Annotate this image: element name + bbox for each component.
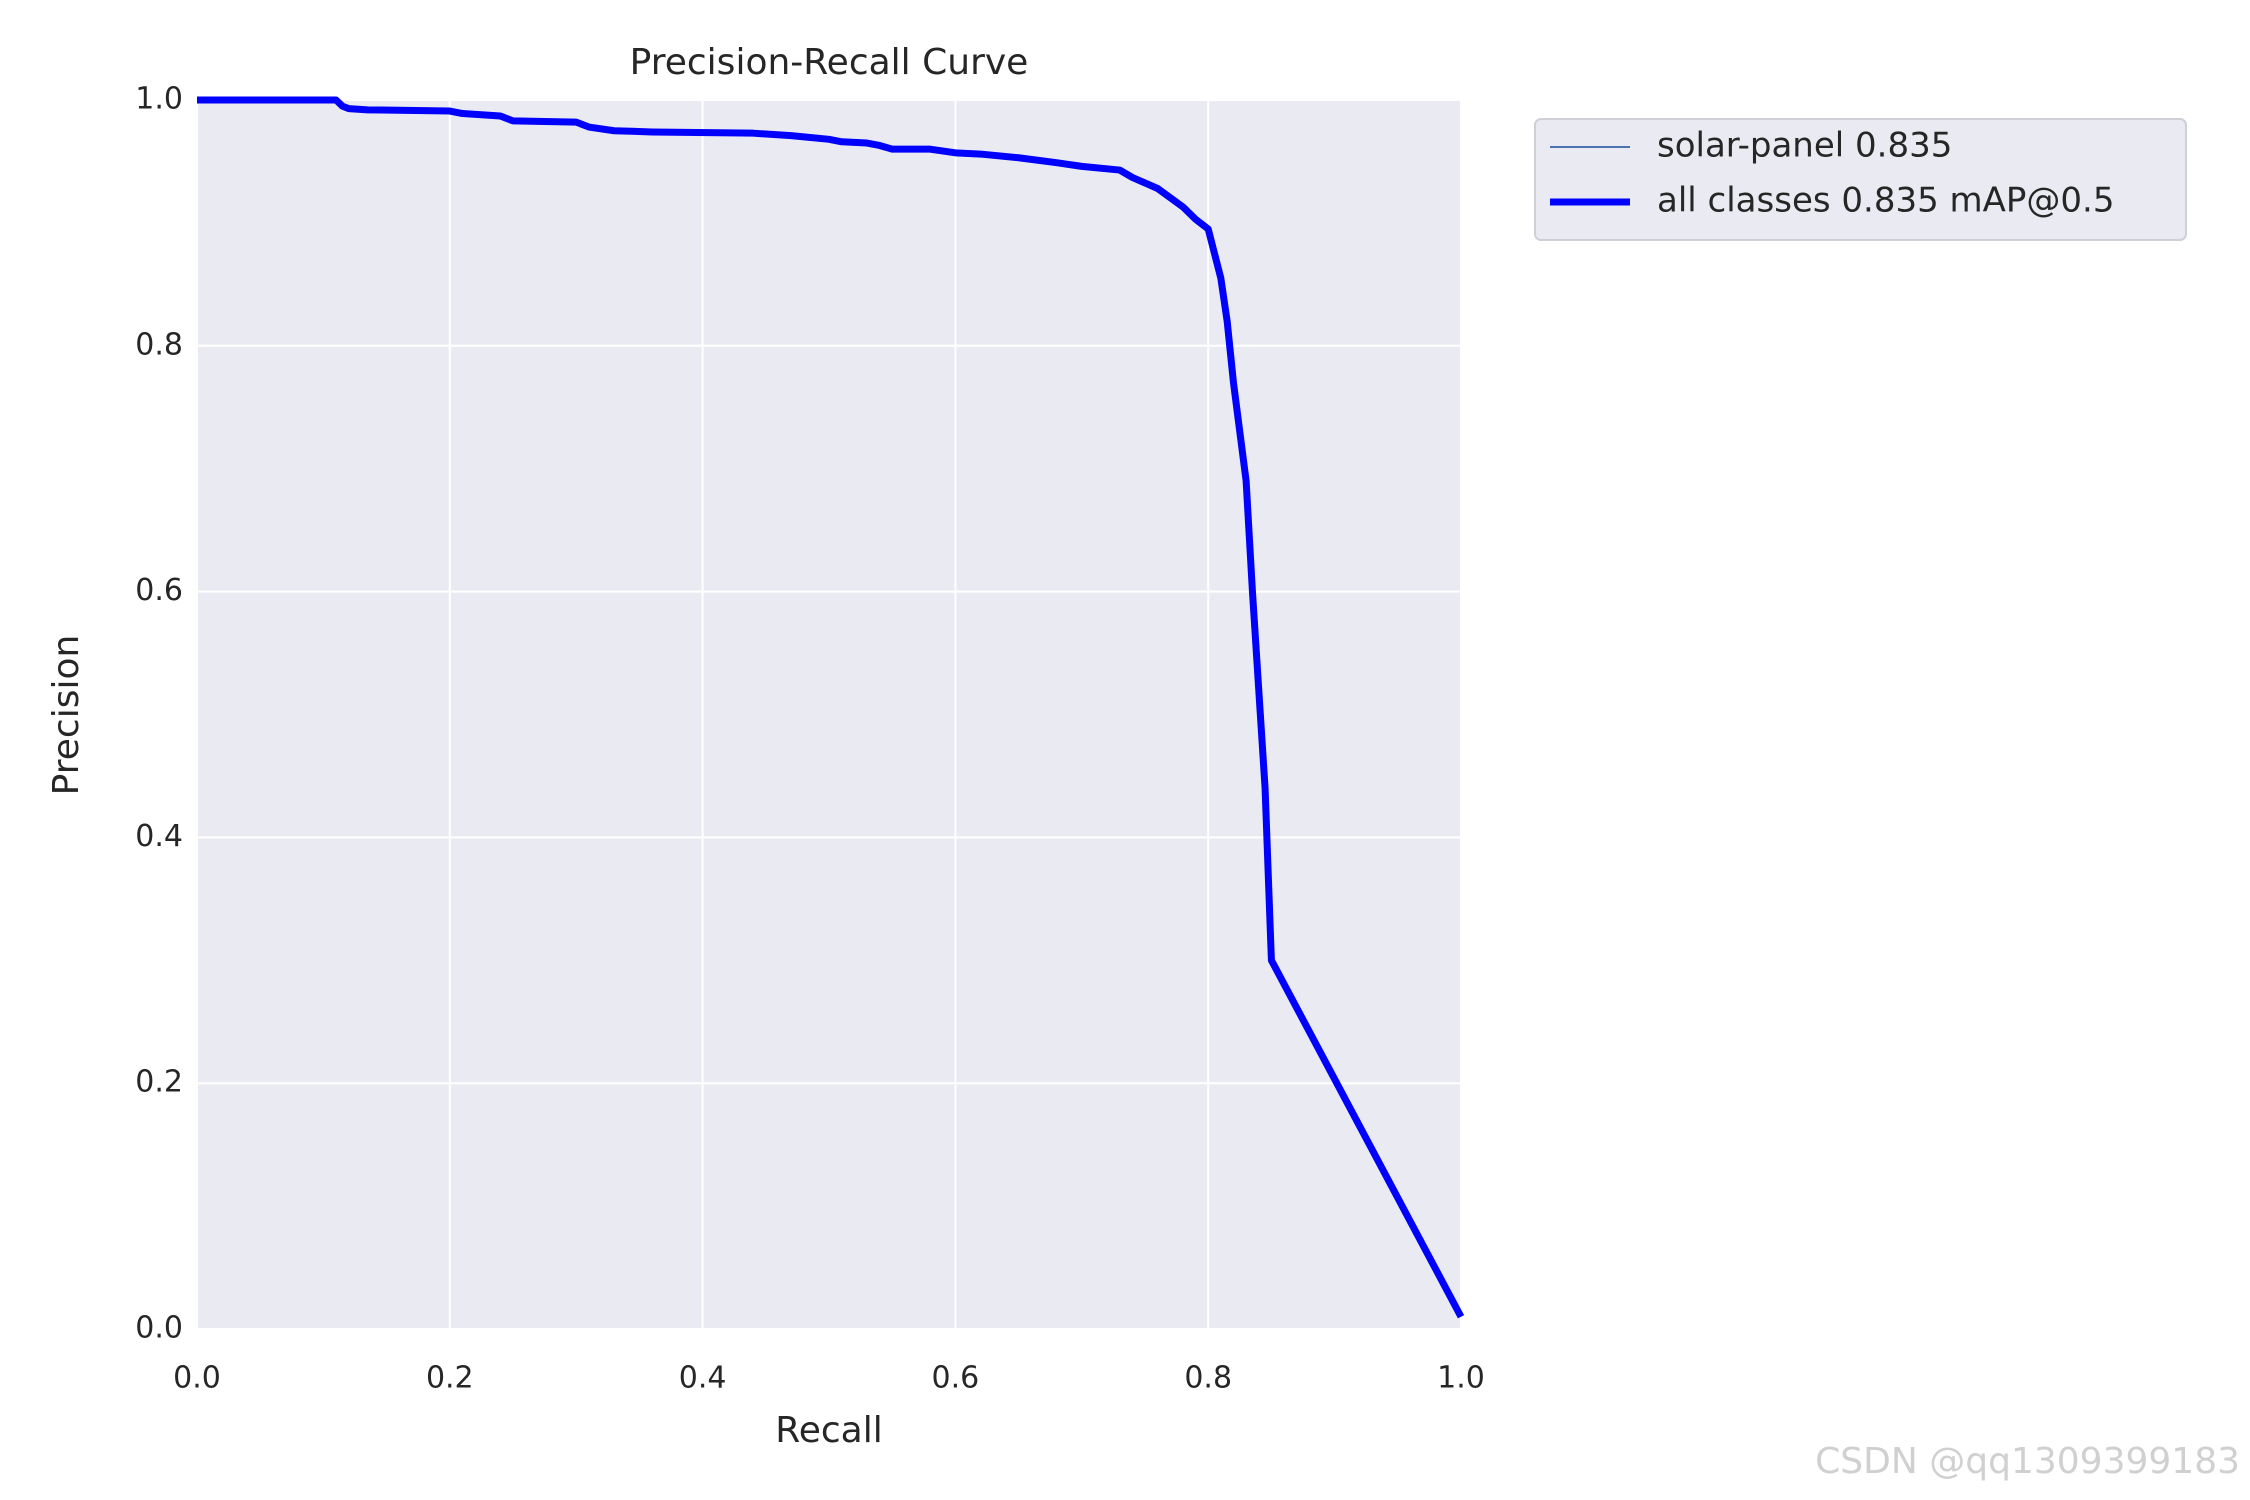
x-tick-label: 0.6	[932, 1361, 980, 1396]
x-tick-label: 1.0	[1437, 1361, 1485, 1396]
y-tick-label: 0.4	[135, 819, 183, 854]
series-line	[197, 96, 1465, 1319]
legend-label: all classes 0.835 mAP@0.5	[1657, 181, 2114, 221]
legend	[1534, 118, 2187, 241]
lines	[197, 96, 1465, 1319]
watermark: CSDN @qq1309399183	[1815, 1441, 2240, 1482]
x-tick-label: 0.8	[1184, 1361, 1232, 1396]
chart-title: Precision-Recall Curve	[630, 42, 1029, 83]
legend-label: solar-panel 0.835	[1657, 126, 1952, 166]
y-tick-label: 0.6	[135, 573, 183, 608]
y-tick-label: 0.2	[135, 1065, 183, 1100]
x-axis-label: Recall	[775, 1410, 882, 1451]
y-tick-label: 1.0	[135, 82, 183, 117]
x-tick-label: 0.4	[679, 1361, 727, 1396]
y-tick-label: 0.0	[135, 1311, 183, 1346]
y-axis-label: Precision	[46, 635, 87, 796]
x-tick-label: 0.2	[426, 1361, 474, 1396]
x-tick-label: 0.0	[173, 1361, 221, 1396]
plot-area	[197, 100, 1461, 1329]
y-tick-label: 0.8	[135, 327, 183, 362]
